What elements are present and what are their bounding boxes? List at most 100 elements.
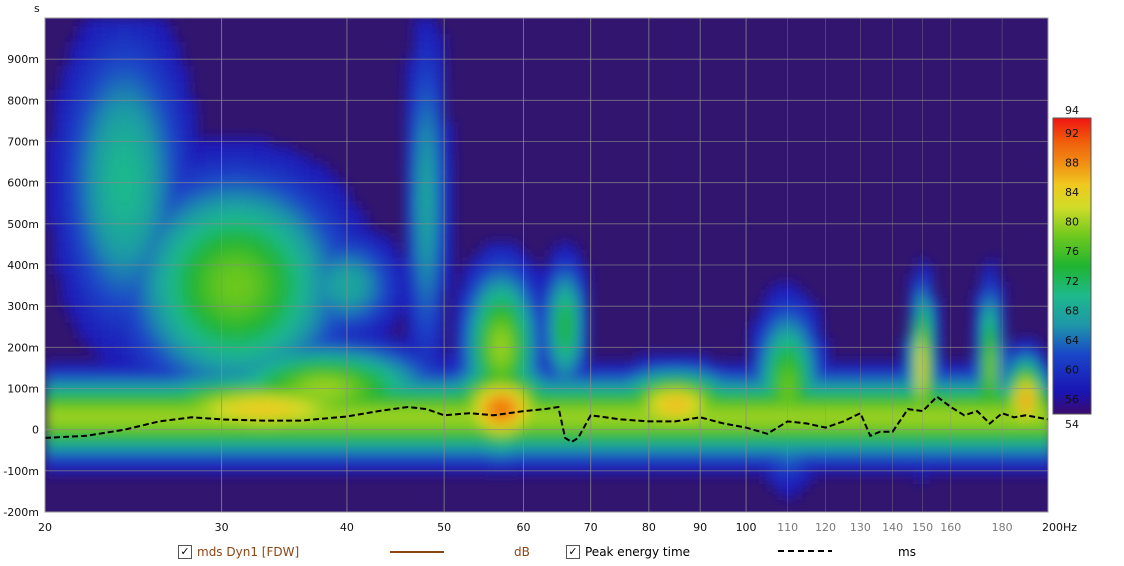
heatmap-cell (493, 274, 502, 283)
heatmap-cell (429, 42, 438, 51)
heatmap-cell (61, 82, 70, 91)
heatmap-cell (581, 330, 590, 339)
heatmap-cell (61, 282, 70, 291)
heatmap-cell (573, 330, 582, 339)
heatmap-cell (45, 218, 54, 227)
heatmap-cell (925, 322, 934, 331)
heatmap-cell (445, 122, 454, 131)
heatmap-cell (429, 146, 438, 155)
heatmap-cell (1029, 458, 1038, 467)
heatmap-cell (597, 466, 606, 475)
heatmap-cell (165, 418, 174, 427)
heatmap-cell (469, 298, 478, 307)
heatmap-cell (493, 466, 502, 475)
heatmap-cell (989, 466, 998, 475)
heatmap-cell (237, 258, 246, 267)
heatmap-cell (181, 170, 190, 179)
heatmap-cell (213, 394, 222, 403)
heatmap-cell (605, 450, 614, 459)
legend-peak[interactable]: ✓ Peak energy time (566, 542, 690, 562)
heatmap-cell (277, 450, 286, 459)
heatmap-cell (677, 394, 686, 403)
heatmap-cell (237, 154, 246, 163)
heatmap-cell (357, 346, 366, 355)
heatmap-cell (805, 378, 814, 387)
heatmap-cell (125, 306, 134, 315)
heatmap-cell (405, 258, 414, 267)
heatmap-cell (173, 346, 182, 355)
heatmap-cell (181, 314, 190, 323)
heatmap-cell (429, 82, 438, 91)
heatmap-cell (685, 418, 694, 427)
heatmap-cell (61, 362, 70, 371)
heatmap-cell (197, 426, 206, 435)
heatmap-cell (957, 450, 966, 459)
heatmap-cell (549, 354, 558, 363)
heatmap-cell (765, 426, 774, 435)
heatmap-cell (133, 274, 142, 283)
heatmap-cell (909, 330, 918, 339)
heatmap-cell (685, 410, 694, 419)
heatmap-cell (317, 418, 326, 427)
heatmap-cell (261, 402, 270, 411)
peak-checkbox[interactable]: ✓ (566, 545, 580, 559)
heatmap-cell (53, 178, 62, 187)
heatmap-cell (749, 322, 758, 331)
heatmap-cell (181, 322, 190, 331)
heatmap-cell (981, 306, 990, 315)
heatmap-cell (141, 442, 150, 451)
heatmap-cell (173, 122, 182, 131)
heatmap-cell (197, 274, 206, 283)
heatmap-cell (293, 450, 302, 459)
heatmap-cell (101, 122, 110, 131)
heatmap-cell (461, 434, 470, 443)
heatmap-cell (397, 362, 406, 371)
heatmap-cell (141, 378, 150, 387)
heatmap-cell (133, 258, 142, 267)
heatmap-cell (605, 402, 614, 411)
heatmap-cell (277, 346, 286, 355)
heatmap-cell (181, 154, 190, 163)
heatmap-cell (917, 410, 926, 419)
heatmap-cell (405, 66, 414, 75)
heatmap-cell (437, 458, 446, 467)
heatmap-cell (333, 290, 342, 299)
heatmap-cell (45, 466, 54, 475)
heatmap-cell (181, 370, 190, 379)
heatmap-cell (125, 90, 134, 99)
heatmap-cell (133, 26, 142, 35)
heatmap-cell (269, 178, 278, 187)
heatmap-cell (85, 434, 94, 443)
heatmap-cell (173, 162, 182, 171)
mds-checkbox[interactable]: ✓ (178, 545, 192, 559)
heatmap-cell (309, 282, 318, 291)
heatmap-cell (341, 338, 350, 347)
heatmap-cell (941, 426, 950, 435)
heatmap-cell (149, 58, 158, 67)
heatmap-cell (893, 426, 902, 435)
heatmap-cell (45, 394, 54, 403)
heatmap-cell (93, 194, 102, 203)
heatmap-cell (429, 434, 438, 443)
heatmap-cell (189, 202, 198, 211)
heatmap-cell (413, 194, 422, 203)
heatmap-cell (925, 378, 934, 387)
heatmap-cell (397, 458, 406, 467)
heatmap-cell (229, 210, 238, 219)
heatmap-cell (573, 426, 582, 435)
heatmap-cell (45, 418, 54, 427)
heatmap-cell (445, 442, 454, 451)
heatmap-cell (333, 282, 342, 291)
heatmap-cell (453, 314, 462, 323)
heatmap-cell (93, 106, 102, 115)
heatmap-cell (325, 322, 334, 331)
heatmap-cell (293, 314, 302, 323)
heatmap-cell (933, 450, 942, 459)
legend-mds[interactable]: ✓ mds Dyn1 [FDW] (178, 542, 299, 562)
heatmap-cell (413, 330, 422, 339)
heatmap-cell (197, 442, 206, 451)
heatmap-cell (285, 202, 294, 211)
heatmap-cell (333, 370, 342, 379)
heatmap-cell (149, 26, 158, 35)
heatmap-cell (389, 442, 398, 451)
